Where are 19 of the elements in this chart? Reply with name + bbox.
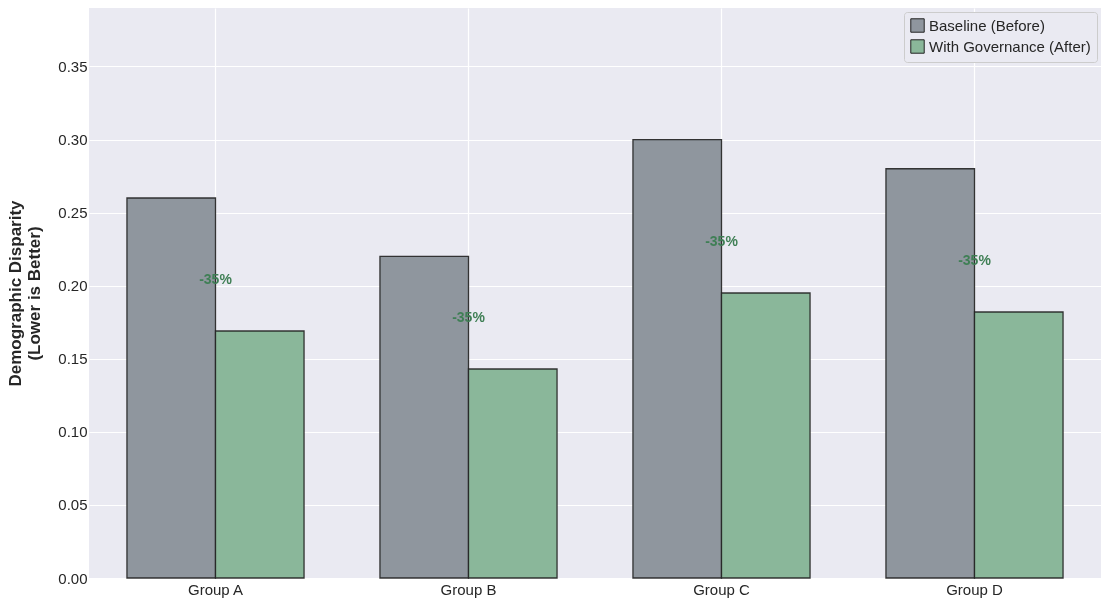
y-tick-label: 0.10 [58, 423, 88, 441]
annotation: -35% [705, 232, 739, 249]
y-tick-label: 0.05 [58, 496, 88, 514]
y-tick-label: 0.20 [58, 277, 88, 295]
annotation: -35% [958, 251, 992, 268]
y-axis-title: Demographic Disparity (Lower is Better) [6, 199, 45, 387]
y-tick-label: 0.30 [58, 131, 88, 149]
x-tick-label: Group A [187, 580, 244, 598]
annotation: -35% [199, 270, 233, 287]
y-tick-label: 0.35 [58, 57, 88, 75]
legend-label: With Governance (After) [929, 37, 1091, 55]
x-tick-label: Group D [946, 580, 1004, 598]
x-tick-label: Group C [693, 580, 751, 598]
y-tick-label: 0.00 [58, 569, 88, 587]
y-tick-label: 0.15 [58, 350, 88, 368]
legend-label: Baseline (Before) [929, 16, 1045, 34]
x-tick-label: Group B [440, 580, 497, 598]
y-tick-label: 0.25 [58, 204, 88, 222]
annotation: -35% [452, 308, 486, 325]
